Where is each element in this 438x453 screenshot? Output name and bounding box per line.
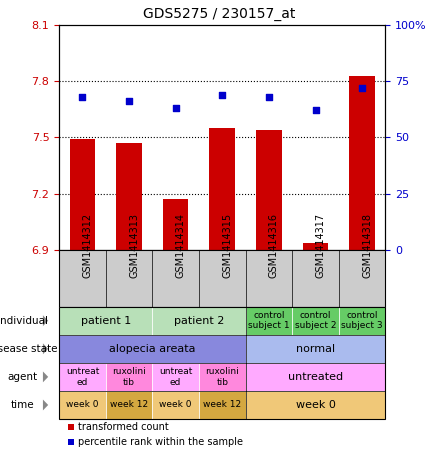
Text: patient 2: patient 2 — [174, 316, 224, 326]
Text: agent: agent — [7, 372, 38, 382]
Point — [312, 107, 319, 114]
Text: GSM1414318: GSM1414318 — [362, 213, 372, 278]
Text: time: time — [11, 400, 34, 410]
Text: ruxolini
tib: ruxolini tib — [112, 367, 146, 386]
Text: week 12: week 12 — [110, 400, 148, 410]
Text: control
subject 1: control subject 1 — [248, 311, 290, 330]
Point — [219, 91, 226, 98]
Text: week 12: week 12 — [203, 400, 241, 410]
Bar — [209, 128, 235, 250]
Text: individual: individual — [0, 316, 48, 326]
Bar — [350, 76, 375, 250]
Text: GSM1414313: GSM1414313 — [129, 213, 139, 278]
Point — [79, 93, 86, 101]
Text: normal: normal — [296, 344, 335, 354]
Point — [126, 98, 133, 105]
Text: ruxolini
tib: ruxolini tib — [205, 367, 239, 386]
Text: patient 1: patient 1 — [81, 316, 131, 326]
Point — [172, 105, 179, 112]
Text: week 0: week 0 — [296, 400, 336, 410]
Bar — [116, 143, 142, 250]
Text: GSM1414315: GSM1414315 — [223, 213, 232, 278]
Text: GSM1414312: GSM1414312 — [82, 213, 92, 278]
Text: untreat
ed: untreat ed — [66, 367, 99, 386]
Text: GSM1414314: GSM1414314 — [176, 213, 186, 278]
Text: transformed count: transformed count — [78, 422, 169, 432]
Bar — [163, 199, 188, 250]
Text: GSM1414317: GSM1414317 — [315, 213, 325, 278]
Text: GDS5275 / 230157_at: GDS5275 / 230157_at — [143, 7, 295, 21]
Text: untreat
ed: untreat ed — [159, 367, 192, 386]
Bar — [303, 242, 328, 250]
Text: week 0: week 0 — [159, 400, 192, 410]
Text: percentile rank within the sample: percentile rank within the sample — [78, 437, 243, 447]
Text: week 0: week 0 — [66, 400, 99, 410]
Point — [359, 84, 366, 92]
Point — [265, 93, 272, 101]
Text: disease state: disease state — [0, 344, 57, 354]
Bar — [256, 130, 282, 250]
Text: GSM1414316: GSM1414316 — [269, 213, 279, 278]
Text: untreated: untreated — [288, 372, 343, 382]
Text: control
subject 3: control subject 3 — [341, 311, 383, 330]
Text: control
subject 2: control subject 2 — [295, 311, 336, 330]
Text: alopecia areata: alopecia areata — [109, 344, 196, 354]
Bar — [70, 140, 95, 250]
